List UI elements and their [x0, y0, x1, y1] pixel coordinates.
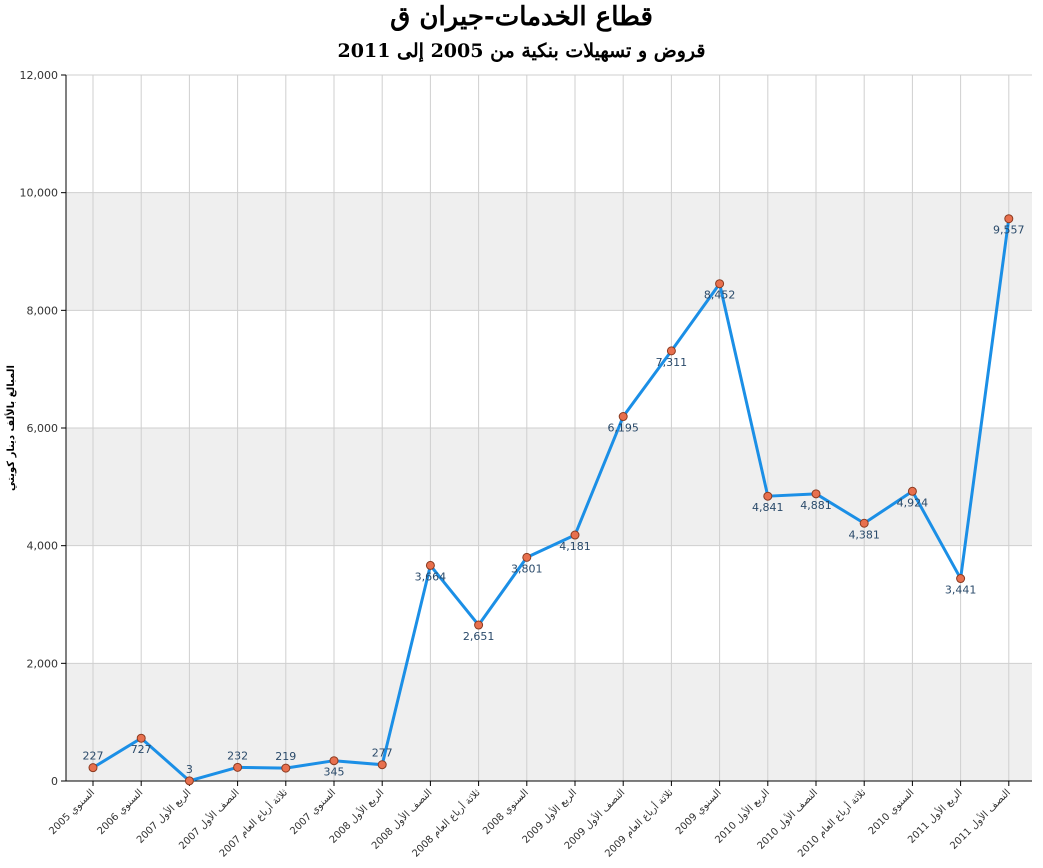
- x-tick-label: السنوي 2008: [481, 787, 531, 837]
- data-label: 227: [83, 750, 104, 763]
- data-point: [425, 560, 435, 570]
- data-point: [281, 763, 291, 773]
- data-label: 3,664: [415, 570, 447, 583]
- data-labels: 227 727 3 232 219 345 277 3,664 2,651 3,801 4,181 6…: [83, 224, 1025, 779]
- data-point: [377, 760, 387, 770]
- data-point: [956, 574, 966, 584]
- data-label: 8,452: [704, 289, 736, 302]
- axes: [61, 74, 1032, 786]
- data-label: 4,381: [848, 528, 880, 541]
- series-line: [92, 218, 1011, 783]
- chart-title: قطاع الخدمات-جيران ق: [390, 2, 653, 32]
- data-point: [763, 491, 773, 501]
- data-label: 3,801: [511, 562, 543, 575]
- data-point: [618, 412, 628, 422]
- data-label: 4,181: [559, 540, 591, 553]
- x-tick-label: السنوي 2006: [96, 787, 146, 837]
- y-tick-label: 6,000: [27, 422, 59, 435]
- data-point: [859, 518, 869, 528]
- chart-subtitle: قروض و تسهيلات بنكية من 2005 إلى 2011: [337, 40, 706, 62]
- y-tick-labels: 0 2,000 4,000 6,000 8,000 10,000 12,000: [20, 69, 59, 788]
- y-tick-label: 2,000: [27, 657, 59, 670]
- data-label: 4,881: [800, 499, 832, 512]
- data-label: 345: [324, 766, 345, 779]
- data-label: 219: [275, 750, 296, 763]
- data-markers: [88, 214, 1014, 786]
- y-tick-label: 12,000: [20, 69, 59, 82]
- data-point: [184, 776, 194, 786]
- data-point: [570, 530, 580, 540]
- data-label: 4,924: [897, 496, 929, 509]
- y-tick-label: 4,000: [27, 540, 59, 553]
- data-point: [907, 486, 917, 496]
- data-label: 727: [131, 743, 152, 756]
- data-point: [233, 762, 243, 772]
- data-point: [1004, 214, 1014, 224]
- x-tick-label: السنوي 2009: [674, 787, 724, 837]
- data-point: [88, 763, 98, 773]
- data-point: [522, 552, 532, 562]
- y-tick-label: 8,000: [27, 304, 59, 317]
- data-point: [329, 756, 339, 766]
- data-point: [666, 346, 676, 356]
- y-axis-label: المبالغ بالألف دينار كويتي: [4, 365, 17, 491]
- grid-band: [66, 192, 1032, 311]
- data-label: 9,557: [993, 224, 1025, 237]
- data-label: 3: [186, 763, 193, 776]
- data-point: [715, 279, 725, 289]
- x-tick-label: السنوي 2005: [47, 787, 97, 837]
- data-label: 7,311: [656, 356, 688, 369]
- data-label: 277: [372, 747, 393, 760]
- data-label: 4,841: [752, 501, 784, 514]
- x-tick-label: السنوي 2007: [288, 787, 338, 837]
- data-point: [474, 620, 484, 630]
- background-bands: [66, 192, 1032, 781]
- grid-band: [66, 663, 1032, 781]
- y-tick-label: 10,000: [20, 187, 59, 200]
- data-label: 3,441: [945, 584, 977, 597]
- y-tick-label: 0: [51, 775, 58, 788]
- data-label: 6,195: [607, 422, 639, 435]
- data-label: 2,651: [463, 630, 495, 643]
- data-point: [136, 733, 146, 743]
- data-label: 232: [227, 749, 248, 762]
- x-tick-label: السنوي 2010: [867, 787, 917, 837]
- grid-band: [66, 428, 1032, 546]
- data-point: [811, 489, 821, 499]
